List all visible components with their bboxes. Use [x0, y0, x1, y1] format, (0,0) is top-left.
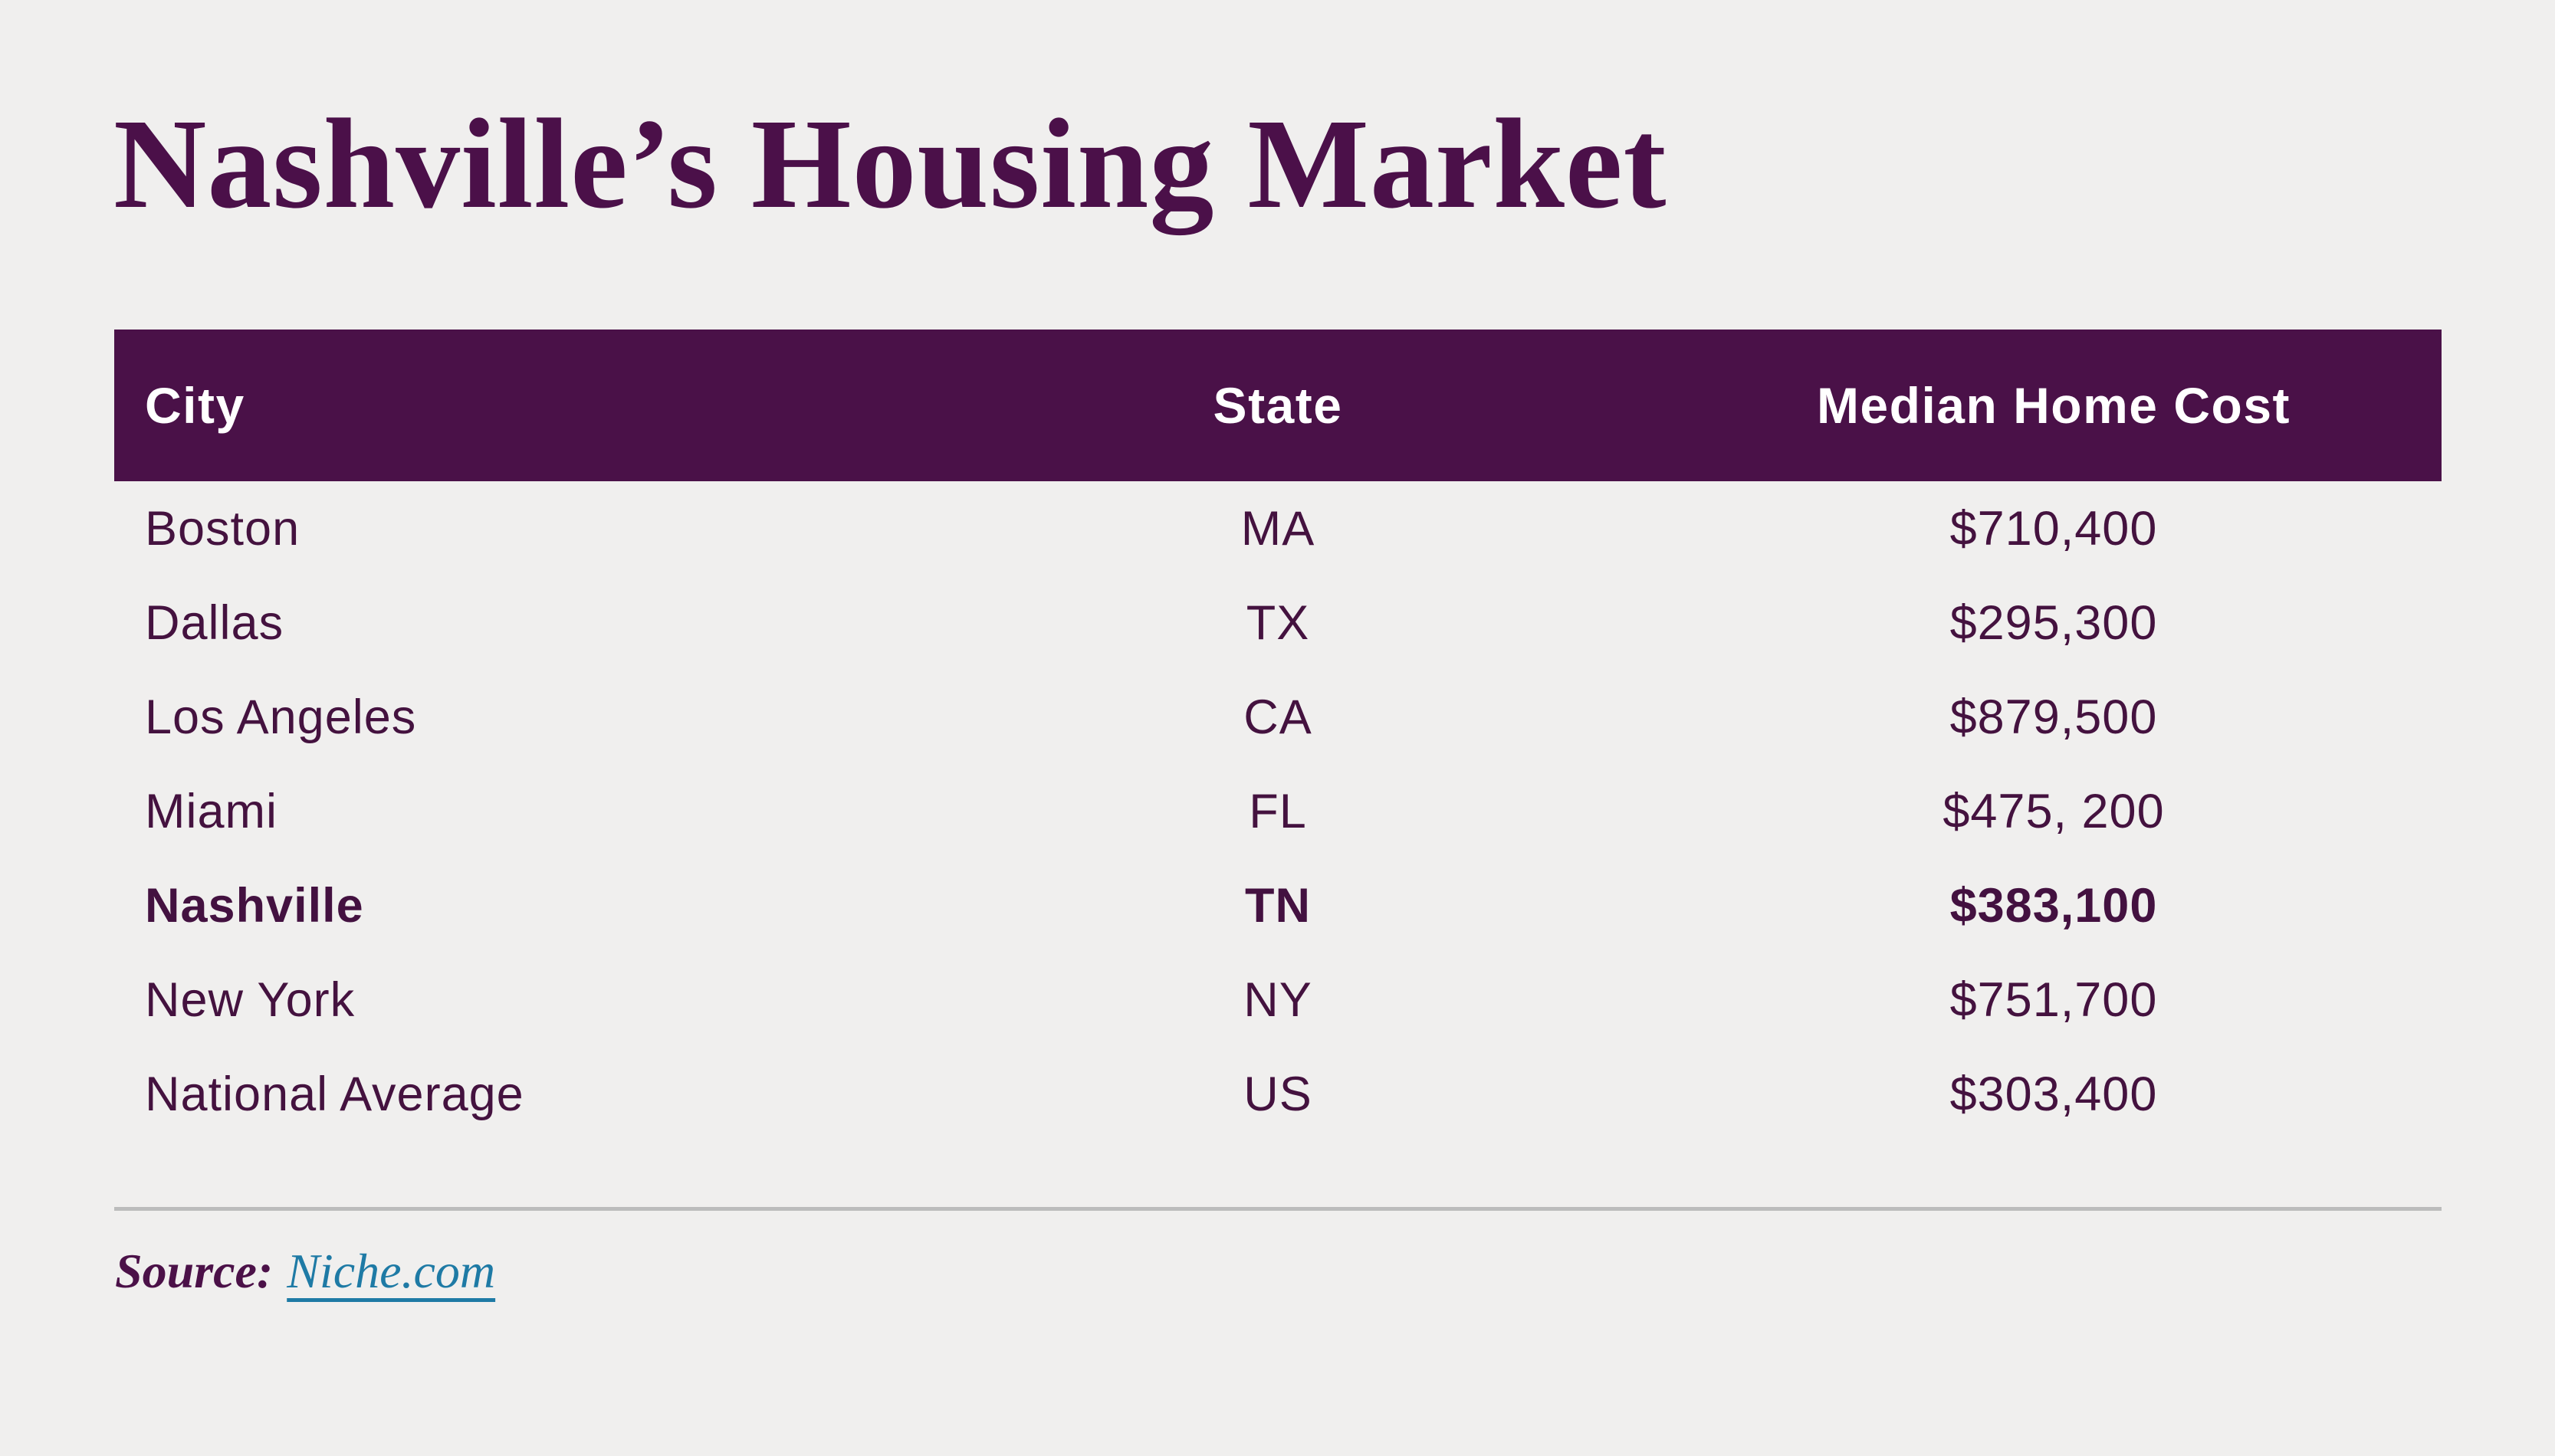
city-cell: Los Angeles: [145, 690, 417, 744]
cost-cell: $710,400: [1949, 501, 2158, 556]
state-cell: NY: [1243, 972, 1312, 1027]
cost-cell: $295,300: [1949, 595, 2158, 650]
cost-cell: $303,400: [1949, 1067, 2158, 1121]
table-row-boston: Boston MA $710,400: [114, 481, 2442, 576]
column-header-city: City: [145, 377, 245, 434]
state-cell: US: [1243, 1067, 1312, 1121]
table-header-row: City State Median Home Cost: [114, 330, 2442, 481]
table-body: Boston MA $710,400 Dallas TX $295,300 Lo…: [114, 481, 2442, 1141]
state-cell: TN: [1245, 878, 1311, 933]
column-header-state: State: [1213, 377, 1343, 434]
divider: [114, 1207, 2442, 1211]
city-cell: Miami: [145, 784, 278, 838]
cost-cell: $383,100: [1949, 878, 2158, 933]
table-row-los-angeles: Los Angeles CA $879,500: [114, 670, 2442, 764]
source-label: Source:: [115, 1244, 274, 1298]
page-title: Nashville’s Housing Market: [113, 93, 1667, 235]
source-link[interactable]: Niche.com: [287, 1244, 496, 1298]
table-row-nashville-highlighted: Nashville TN $383,100: [114, 858, 2442, 953]
housing-table: City State Median Home Cost Boston MA $7…: [114, 330, 2442, 1141]
state-cell: CA: [1243, 690, 1312, 744]
table-row-new-york: New York NY $751,700: [114, 953, 2442, 1047]
city-cell: National Average: [145, 1067, 524, 1121]
state-cell: MA: [1240, 501, 1315, 556]
state-cell: FL: [1249, 784, 1307, 838]
column-header-median-home-cost: Median Home Cost: [1816, 377, 2291, 434]
state-cell: TX: [1246, 595, 1310, 650]
cost-cell: $751,700: [1949, 972, 2158, 1027]
city-cell: New York: [145, 972, 356, 1027]
city-cell: Dallas: [145, 595, 284, 650]
table-row-miami: Miami FL $475, 200: [114, 764, 2442, 858]
table-row-national-average: National Average US $303,400: [114, 1047, 2442, 1141]
table-row-dallas: Dallas TX $295,300: [114, 576, 2442, 670]
city-cell: Nashville: [145, 878, 364, 933]
cost-cell: $879,500: [1949, 690, 2158, 744]
cost-cell: $475, 200: [1943, 784, 2165, 838]
source-line: Source: Niche.com: [115, 1243, 495, 1300]
city-cell: Boston: [145, 501, 300, 556]
